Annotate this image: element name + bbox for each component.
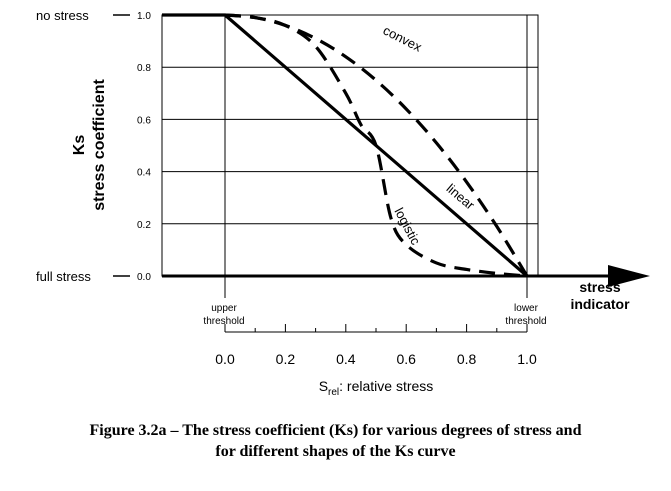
y-tick-label-0: 0.0 xyxy=(137,272,151,283)
x-scale-label-rest: : relative stress xyxy=(339,378,433,394)
x-scale-label: Srel: relative stress xyxy=(319,378,434,398)
series-lines xyxy=(162,13,529,278)
caption-line-1: Figure 3.2a – The stress coefficient (Ks… xyxy=(89,422,582,439)
y-tick-label-2: 0.4 xyxy=(137,168,151,179)
x-tick-label-3: 0.6 xyxy=(396,351,416,367)
x-arrow-label-stress: stress xyxy=(579,279,620,295)
y-axis-label-ks: Ks xyxy=(71,135,88,156)
y-tick-labels: 0.0 0.2 0.4 0.6 0.8 1.0 xyxy=(137,11,151,283)
arrow-head-icon xyxy=(608,265,650,287)
figure-caption: Figure 3.2a – The stress coefficient (Ks… xyxy=(0,420,671,462)
y-axis-label-stress-coefficient: stress coefficient xyxy=(91,79,108,211)
y-tick-label-3: 0.6 xyxy=(137,115,151,126)
grid-lines xyxy=(162,66,538,225)
x-scale-label-sub: rel xyxy=(328,387,339,398)
x-tick-label-0: 0.0 xyxy=(215,351,235,367)
series-label-logistic: logistic xyxy=(391,205,423,248)
upper-threshold-label-line2: threshold xyxy=(203,316,244,327)
series-label-convex: convex xyxy=(381,23,425,55)
series-logistic xyxy=(224,13,528,278)
ks-chart: 0.0 0.2 0.4 0.6 0.8 1.0 0.0 0.2 0.4 0.6 0.8 1.0 no… xyxy=(36,8,650,398)
x-arrow-label-indicator: indicator xyxy=(570,296,630,312)
full-stress-label: full stress xyxy=(36,269,91,284)
x-scale-label-main: S xyxy=(319,378,328,394)
x-tick-label-5: 1.0 xyxy=(517,351,537,367)
upper-threshold-label-line1: upper xyxy=(211,303,237,314)
x-tick-label-1: 0.2 xyxy=(276,351,296,367)
x-tick-marks: 0.0 0.2 0.4 0.6 0.8 1.0 xyxy=(215,324,537,367)
y-tick-label-5: 1.0 xyxy=(137,11,151,22)
no-stress-label: no stress xyxy=(36,8,89,23)
y-tick-label-1: 0.2 xyxy=(137,220,151,231)
caption-line-2: for different shapes of the Ks curve xyxy=(215,443,456,460)
axes xyxy=(113,14,650,333)
x-tick-label-4: 0.8 xyxy=(457,351,477,367)
y-tick-label-4: 0.8 xyxy=(137,63,151,74)
lower-threshold-label-line2: threshold xyxy=(505,316,546,327)
x-tick-label-2: 0.4 xyxy=(336,351,356,367)
lower-threshold-label-line1: lower xyxy=(514,303,539,314)
